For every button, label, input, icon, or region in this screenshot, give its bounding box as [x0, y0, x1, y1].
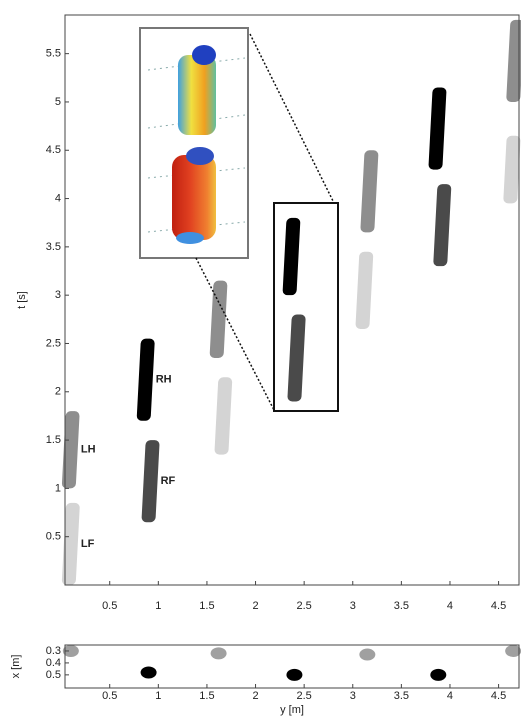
series-label: LH: [81, 444, 96, 456]
chart: 0.5 1 1.5 2 2.5 3 3.5 4 4.50.30.40.5x [m]y [m]: [10, 644, 520, 716]
plot-frame: [64, 14, 520, 586]
x-tick-label: 2.5: [297, 600, 312, 612]
x-tick-label: 4.5: [491, 600, 506, 612]
y-tick-label: 0.4: [46, 657, 61, 669]
x-tick-label: 2: [252, 690, 258, 702]
x-tick-label: 1.5: [199, 600, 214, 612]
point: [140, 666, 157, 679]
x-tick-label: 1: [155, 690, 161, 702]
y-tick-label: 1: [55, 482, 61, 494]
y-tick-label: 4: [55, 192, 61, 204]
footprint: [61, 411, 80, 489]
footprint: [287, 314, 306, 402]
y-tick-label: 0.5: [46, 531, 61, 543]
x-tick-label: 2: [252, 600, 258, 612]
x-tick-label: 0.5: [102, 600, 117, 612]
x-tick-label: 3: [350, 600, 356, 612]
footprint: [503, 135, 521, 204]
y-tick-label: 0.3: [46, 645, 61, 657]
y-tick-label: 1.5: [46, 434, 61, 446]
footprint: [141, 440, 160, 523]
y-tick-label: 2: [55, 386, 61, 398]
footprint: [428, 87, 447, 170]
y-tick-label: 4.5: [46, 144, 61, 156]
y-tick-label: 2.5: [46, 337, 61, 349]
footprint: [506, 19, 521, 102]
y-tick-label: 0.5: [46, 669, 61, 681]
footprint: [214, 377, 233, 455]
point: [430, 668, 447, 681]
inset-zoom: [139, 27, 339, 412]
footprint: [136, 338, 155, 421]
point: [286, 668, 303, 681]
y-tick-label: 3: [55, 289, 61, 301]
series-label: RF: [161, 475, 176, 487]
x-tick-label: 2.5: [297, 690, 312, 702]
series-label: RH: [156, 374, 172, 386]
y-axis-title: t [s]: [16, 291, 28, 309]
point: [62, 644, 79, 657]
y-tick-label: 3.5: [46, 241, 61, 253]
footprint: [209, 280, 228, 358]
series-label: LF: [81, 538, 95, 550]
footprint: [360, 150, 379, 233]
chart: 0.5 1 1.5 2 2.5 3 3.5 4 4.5 0.5 1 1.5 2 2.5 3 3.5 4 4.5 5 5…: [16, 14, 520, 612]
x-tick-label: 4.5: [491, 690, 506, 702]
x-tick-label: 3.5: [394, 600, 409, 612]
y-tick-label: 5: [55, 96, 61, 108]
point: [505, 644, 521, 657]
footprint: [61, 502, 80, 585]
footprint: [282, 217, 301, 296]
x-tick-label: 1: [155, 600, 161, 612]
point: [359, 648, 376, 661]
x-tick-label: 3: [350, 690, 356, 702]
y-axis-title: x [m]: [10, 655, 22, 679]
x-tick-label: 1.5: [199, 690, 214, 702]
point: [210, 647, 227, 660]
footprint: [355, 251, 374, 329]
x-tick-label: 4: [447, 600, 453, 612]
footprint: [433, 184, 452, 267]
x-tick-label: 0.5: [102, 690, 117, 702]
y-tick-label: 5.5: [46, 48, 61, 60]
x-tick-label: 3.5: [394, 690, 409, 702]
plot-frame: [64, 644, 520, 689]
x-tick-label: 4: [447, 690, 453, 702]
x-axis-title: y [m]: [280, 704, 304, 716]
